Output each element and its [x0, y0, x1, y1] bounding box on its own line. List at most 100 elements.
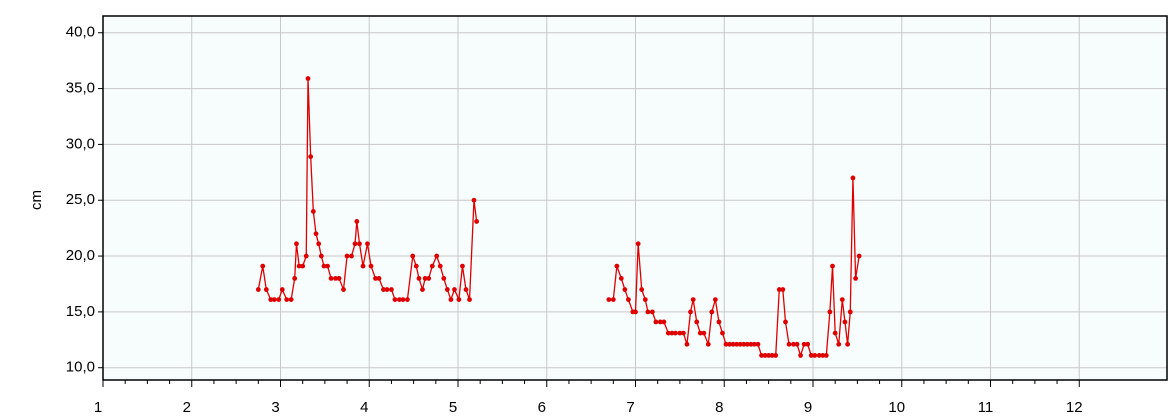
- point: [776, 287, 782, 292]
- point: [734, 341, 740, 347]
- point: [633, 309, 638, 315]
- point: [847, 309, 853, 315]
- y-tick-label: 30,0: [66, 135, 95, 152]
- y-tick-label: 40,0: [66, 24, 95, 41]
- point: [853, 275, 858, 281]
- x-tick-label: 8: [715, 399, 723, 416]
- point: [755, 341, 761, 347]
- point: [816, 353, 822, 358]
- point: [328, 275, 334, 281]
- point: [690, 297, 696, 303]
- point: [786, 341, 792, 347]
- point: [420, 287, 425, 292]
- point: [474, 219, 480, 224]
- point: [712, 297, 718, 303]
- point: [429, 263, 435, 269]
- point: [452, 287, 457, 292]
- point: [850, 175, 856, 181]
- point: [318, 253, 324, 259]
- point: [294, 241, 299, 247]
- x-tick-label: 11: [978, 399, 994, 416]
- point: [368, 263, 374, 269]
- point: [365, 241, 370, 247]
- point: [392, 297, 398, 303]
- point: [642, 297, 648, 303]
- point: [626, 297, 631, 303]
- y-tick-label: 15,0: [66, 303, 95, 320]
- point: [389, 287, 394, 292]
- point: [357, 241, 362, 247]
- point: [832, 330, 838, 336]
- x-tick-label: 1: [94, 399, 102, 416]
- point: [467, 297, 472, 303]
- point: [444, 287, 450, 292]
- point: [456, 297, 462, 303]
- point: [618, 275, 624, 281]
- point: [830, 263, 835, 269]
- x-tick-label: 6: [538, 399, 546, 416]
- point: [300, 263, 306, 269]
- point: [657, 319, 663, 325]
- point: [271, 297, 277, 303]
- point: [296, 263, 302, 269]
- x-tick-label: 10: [888, 399, 905, 416]
- x-tick-label: 3: [271, 399, 279, 416]
- point: [437, 263, 443, 269]
- point: [688, 309, 693, 315]
- point: [305, 76, 311, 81]
- point: [349, 253, 354, 259]
- point: [645, 309, 651, 315]
- point: [376, 275, 382, 281]
- point: [333, 275, 338, 281]
- point: [310, 208, 316, 214]
- point: [268, 297, 274, 303]
- point: [610, 297, 616, 303]
- point: [737, 341, 743, 347]
- point: [856, 253, 862, 259]
- point: [705, 341, 711, 347]
- point: [794, 341, 800, 347]
- point: [460, 263, 465, 269]
- point: [276, 297, 282, 303]
- point: [426, 275, 432, 281]
- x-tick-label: 7: [626, 399, 634, 416]
- point: [400, 297, 406, 303]
- point: [762, 353, 768, 358]
- point: [614, 263, 620, 269]
- point: [384, 287, 390, 292]
- point: [752, 341, 757, 347]
- x-tick-label: 2: [183, 399, 191, 416]
- point: [681, 330, 686, 336]
- point: [716, 319, 722, 325]
- point: [773, 353, 779, 358]
- point: [673, 330, 678, 336]
- point: [741, 341, 747, 347]
- plot-frame: [102, 15, 1168, 381]
- point: [665, 330, 671, 336]
- point: [255, 287, 261, 292]
- point: [649, 309, 655, 315]
- point: [823, 353, 829, 358]
- point: [805, 341, 811, 347]
- point: [842, 319, 848, 325]
- y-tick-label: 35,0: [66, 80, 95, 97]
- point: [410, 253, 416, 259]
- point: [360, 263, 366, 269]
- point: [260, 263, 266, 269]
- point: [845, 341, 851, 347]
- point: [381, 287, 386, 292]
- point: [791, 341, 796, 347]
- point: [836, 341, 842, 347]
- point: [313, 231, 319, 237]
- point: [463, 287, 469, 292]
- point: [354, 219, 360, 224]
- point: [701, 330, 707, 336]
- point: [434, 253, 440, 259]
- x-tick-label: 12: [1066, 399, 1083, 416]
- point: [769, 353, 775, 358]
- y-tick-label: 25,0: [66, 191, 95, 208]
- point: [709, 309, 715, 315]
- y-tick-label: 10,0: [66, 359, 95, 376]
- point: [766, 353, 772, 358]
